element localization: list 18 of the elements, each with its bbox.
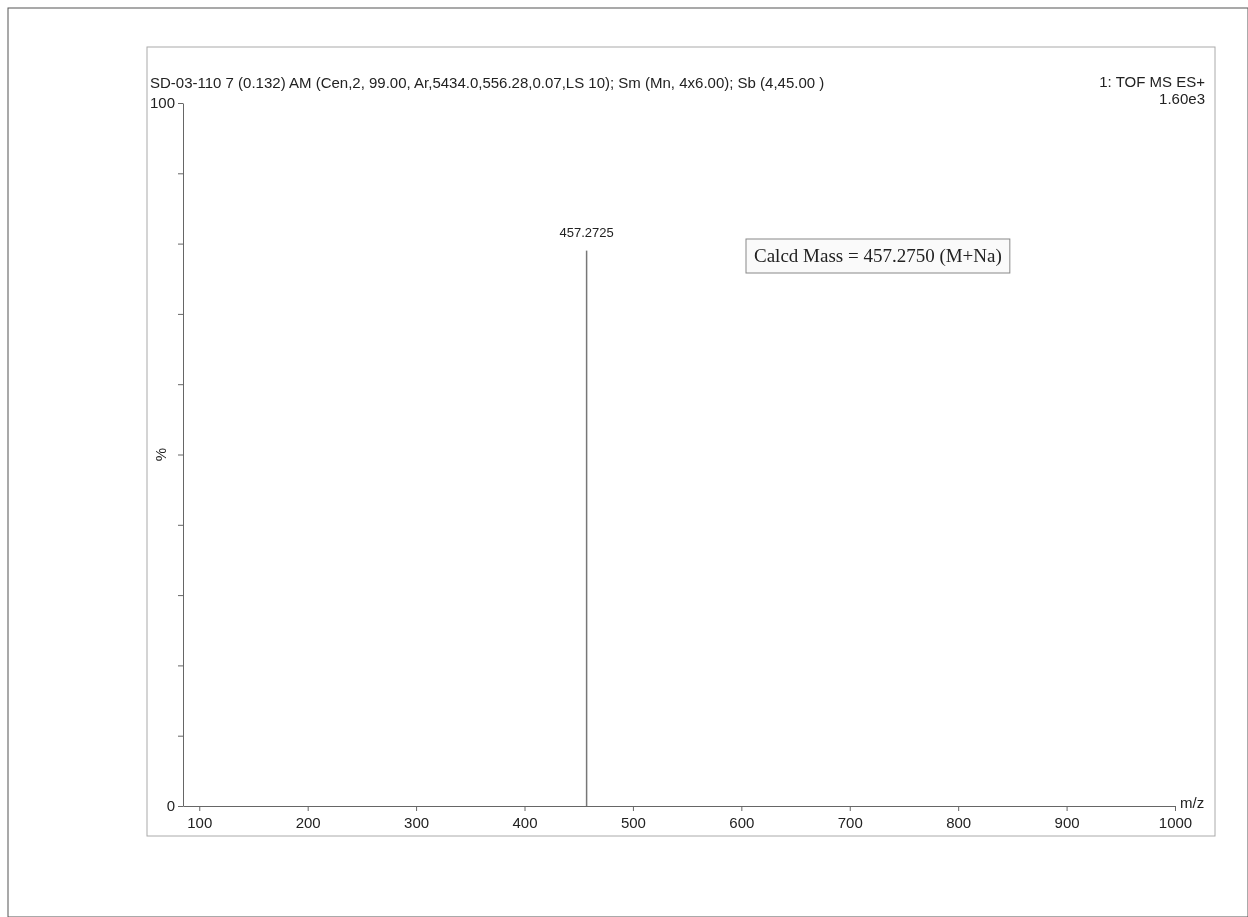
x-tick-label: 1000 bbox=[1158, 813, 1193, 831]
x-tick-label: 500 bbox=[620, 813, 646, 831]
x-tick-label: 900 bbox=[1054, 813, 1080, 831]
annotation: 1.60e3 bbox=[1159, 90, 1205, 107]
y-axis-title: % bbox=[152, 447, 169, 462]
x-tick-label: 600 bbox=[729, 813, 755, 831]
annotation: 457.2725 bbox=[559, 224, 614, 240]
y-tick-label: 0 bbox=[166, 797, 175, 815]
x-tick-label: 300 bbox=[404, 813, 430, 831]
chart-title: SD-03-110 7 (0.132) AM (Cen,2, 99.00, Ar,5434.0,556.28,0.07,LS 10); Sm (Mn, 4x6.00); Sb (4,45.00 ) bbox=[150, 74, 825, 91]
x-tick-label: 400 bbox=[512, 813, 538, 831]
x-tick-label: 800 bbox=[946, 813, 972, 831]
x-tick-label: 700 bbox=[837, 813, 863, 831]
x-tick-label: 100 bbox=[187, 813, 213, 831]
x-axis-title: m/z bbox=[1180, 794, 1205, 811]
text: 1: TOF MS ES+ bbox=[1099, 73, 1206, 90]
annotation: Calcd Mass = 457.2750 (M+Na) bbox=[754, 245, 1002, 267]
x-tick-label: 200 bbox=[295, 813, 321, 831]
